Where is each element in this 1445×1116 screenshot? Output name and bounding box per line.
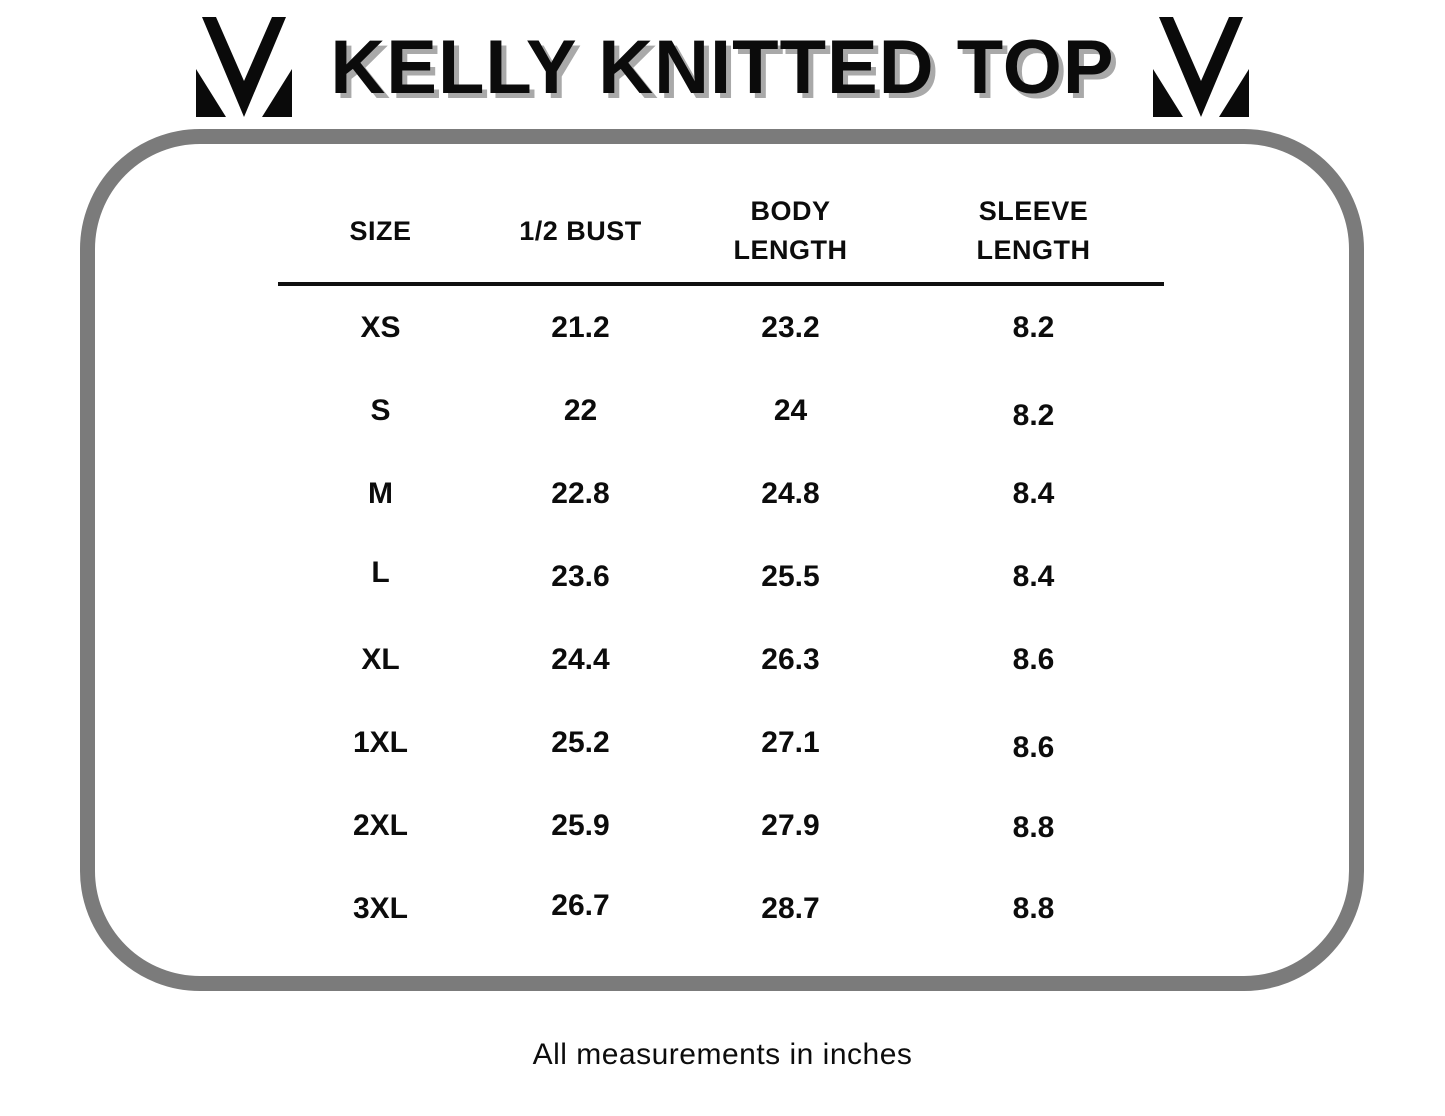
cell-sleeve-length: 8.2 xyxy=(1012,398,1055,432)
table-row: 1XL 25.2 27.1 8.6 xyxy=(278,701,1164,784)
cell-sleeve-length: 8.2 xyxy=(1012,310,1055,344)
size-table: SIZE 1/2 BUST BODY LENGTH SLEEVE LENGTH … xyxy=(278,192,1164,950)
table-row: 3XL 26.7 28.7 8.8 xyxy=(278,867,1164,950)
table-row: XS 21.2 23.2 8.2 xyxy=(278,286,1164,369)
header: KELLY KNITTED TOP xyxy=(0,0,1445,134)
table-header-row: SIZE 1/2 BUST BODY LENGTH SLEEVE LENGTH xyxy=(278,192,1164,287)
cell-sleeve-length: 8.8 xyxy=(1012,891,1055,925)
cell-sleeve-length: 8.4 xyxy=(1012,559,1055,593)
cell-sleeve-length: 8.6 xyxy=(1012,730,1055,764)
cell-half-bust: 22.8 xyxy=(551,476,610,510)
table-row: XL 24.4 26.3 8.6 xyxy=(278,618,1164,701)
chart-frame xyxy=(80,129,1364,991)
cell-half-bust: 25.2 xyxy=(551,725,610,759)
cell-size: L xyxy=(371,555,390,589)
cell-size: XS xyxy=(360,310,401,344)
column-header-half-bust: 1/2 BUST xyxy=(519,215,642,246)
cell-body-length: 26.3 xyxy=(761,642,820,676)
cell-size: 1XL xyxy=(352,725,409,759)
cell-size: M xyxy=(368,476,393,510)
cell-body-length: 27.1 xyxy=(761,725,820,759)
cell-body-length: 27.9 xyxy=(761,808,820,842)
units-footnote: All measurements in inches xyxy=(532,1038,913,1071)
brand-m-logo-right xyxy=(1145,17,1257,117)
cell-body-length: 25.5 xyxy=(761,559,820,593)
cell-sleeve-length: 8.4 xyxy=(1012,476,1055,510)
table-body: XS 21.2 23.2 8.2 S 22 24 8.2 M 22.8 24.8… xyxy=(278,286,1164,950)
cell-sleeve-length: 8.8 xyxy=(1012,810,1055,844)
brand-m-logo-icon xyxy=(1152,17,1249,117)
brand-m-logo-icon xyxy=(196,17,293,117)
cell-size: S xyxy=(370,393,391,427)
cell-body-length: 24 xyxy=(773,393,808,427)
table-row: L 23.6 25.5 8.4 xyxy=(278,535,1164,618)
column-header-size: SIZE xyxy=(349,215,412,246)
cell-body-length: 24.8 xyxy=(761,476,820,510)
cell-size: 3XL xyxy=(352,891,409,925)
cell-body-length: 23.2 xyxy=(761,310,820,344)
brand-m-logo-left xyxy=(188,17,300,117)
cell-body-length: 28.7 xyxy=(761,891,820,925)
table-row: S 22 24 8.2 xyxy=(278,369,1164,452)
cell-half-bust: 25.9 xyxy=(551,808,610,842)
cell-half-bust: 24.4 xyxy=(551,642,610,676)
table-row: M 22.8 24.8 8.4 xyxy=(278,452,1164,535)
cell-half-bust: 26.7 xyxy=(551,888,610,922)
cell-half-bust: 21.2 xyxy=(551,310,610,344)
column-header-sleeve-length: SLEEVE LENGTH xyxy=(976,196,1091,266)
column-header-body-length: BODY LENGTH xyxy=(733,196,848,266)
cell-sleeve-length: 8.6 xyxy=(1012,642,1055,676)
cell-half-bust: 23.6 xyxy=(551,559,610,593)
table-row: 2XL 25.9 27.9 8.8 xyxy=(278,784,1164,867)
cell-half-bust: 22 xyxy=(563,393,598,427)
page-title: KELLY KNITTED TOP xyxy=(330,24,1115,110)
cell-size: 2XL xyxy=(352,808,409,842)
cell-size: XL xyxy=(361,642,400,676)
